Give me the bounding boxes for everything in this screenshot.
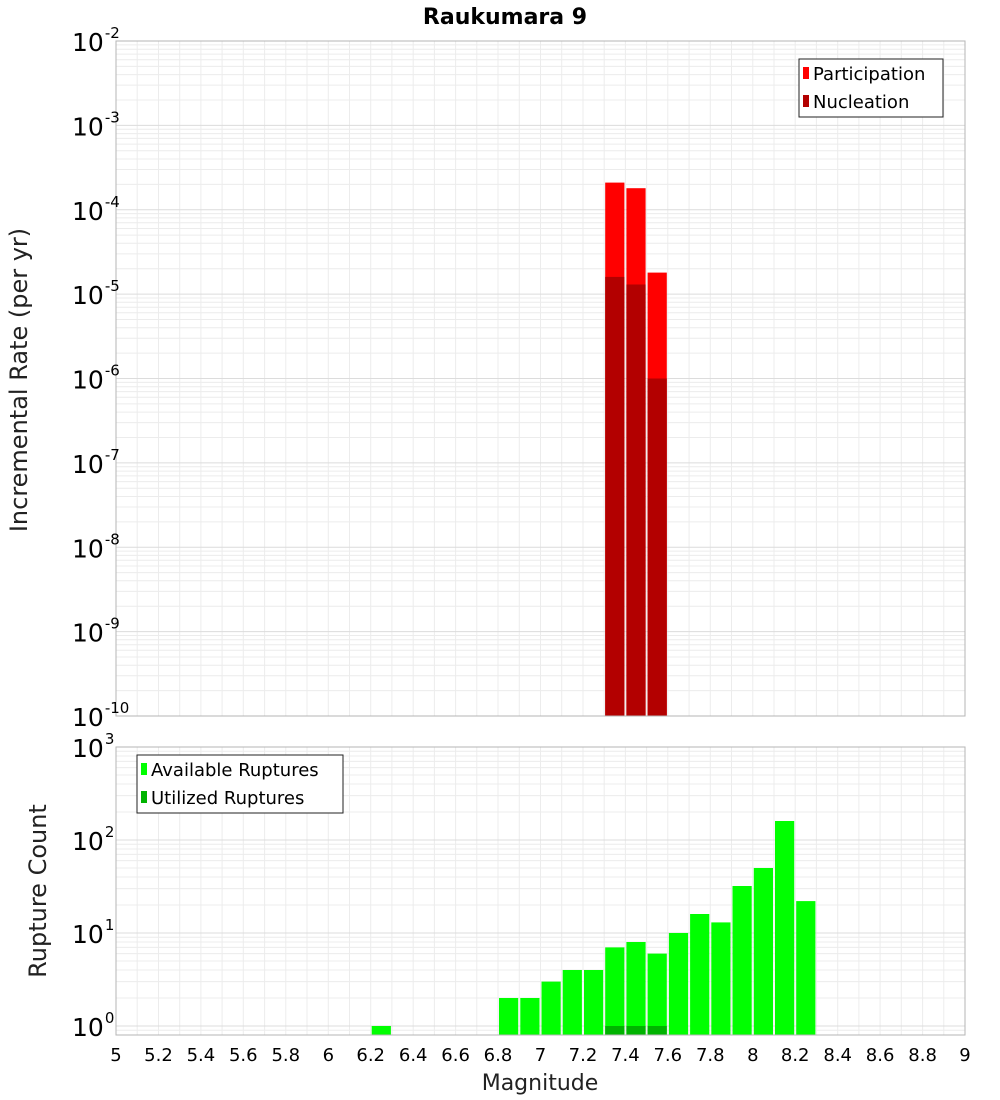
x-tick-label: 7.2 xyxy=(569,1045,598,1066)
bar-available-ruptures xyxy=(647,953,667,1035)
bar-available-ruptures xyxy=(690,914,710,1035)
x-tick-label: 5 xyxy=(110,1045,121,1066)
legend-label: Participation xyxy=(813,64,925,85)
bar-available-ruptures xyxy=(541,981,561,1035)
y-tick-label: 10-4 xyxy=(72,193,120,226)
top-y-ticks: 10-10 10-9 10-8 10-7 10-6 10-5 10-4 10-3 10-2 xyxy=(72,24,129,732)
x-tick-label: 6 xyxy=(323,1045,334,1066)
legend-swatch xyxy=(803,95,809,107)
bar-available-ruptures xyxy=(775,821,795,1035)
bar-available-ruptures xyxy=(584,970,604,1035)
bar-nucleation xyxy=(605,276,625,716)
top-plot-grid xyxy=(116,41,965,716)
x-tick-label: 9 xyxy=(959,1045,970,1066)
x-tick-label: 6.2 xyxy=(356,1045,385,1066)
legend-swatch xyxy=(803,67,809,79)
chart-title: Raukumara 9 xyxy=(423,5,587,30)
x-tick-label: 7 xyxy=(535,1045,546,1066)
y-tick-label: 10-10 xyxy=(72,699,129,732)
bottom-plot-grid xyxy=(116,747,965,1035)
x-tick-label: 5.2 xyxy=(144,1045,173,1066)
x-tick-label: 7.4 xyxy=(611,1045,640,1066)
y-tick-label: 100 xyxy=(72,1009,114,1042)
x-tick-label: 5.4 xyxy=(187,1045,216,1066)
bottom-plot-bars xyxy=(371,821,816,1035)
x-tick-label: 8.8 xyxy=(908,1045,937,1066)
legend-frame xyxy=(798,58,944,118)
legend-label: Available Ruptures xyxy=(151,760,319,781)
bottom-y-ticks: 100 101 102 103 xyxy=(72,730,114,1042)
bar-available-ruptures xyxy=(626,942,646,1035)
bar-utilized-ruptures xyxy=(605,1026,625,1035)
x-tick-label: 6.4 xyxy=(399,1045,428,1066)
x-tick-label: 7.6 xyxy=(653,1045,682,1066)
x-tick-label: 5.6 xyxy=(229,1045,258,1066)
y-tick-label: 10-5 xyxy=(72,277,120,310)
x-tick-label: 6.8 xyxy=(484,1045,513,1066)
bottom-y-axis-label: Rupture Count xyxy=(24,804,52,978)
x-tick-label: 8.6 xyxy=(866,1045,895,1066)
y-tick-label: 103 xyxy=(72,730,114,763)
bar-available-ruptures xyxy=(371,1026,391,1035)
bar-available-ruptures xyxy=(562,970,582,1035)
legend-label: Nucleation xyxy=(813,92,909,113)
bar-nucleation xyxy=(626,284,646,716)
x-axis-label: Magnitude xyxy=(482,1071,599,1096)
legend-frame xyxy=(136,754,344,814)
bar-available-ruptures xyxy=(520,998,540,1035)
x-tick-label: 8.4 xyxy=(823,1045,852,1066)
legend-label: Utilized Ruptures xyxy=(151,788,304,809)
x-tick-label: 8 xyxy=(747,1045,758,1066)
x-tick-label: 8.2 xyxy=(781,1045,810,1066)
top-plot-frame xyxy=(115,40,966,717)
bar-available-ruptures xyxy=(753,868,773,1035)
y-tick-label: 10-3 xyxy=(72,108,120,141)
bottom-plot-frame xyxy=(115,746,966,1036)
bottom-legend: Available Ruptures Utilized Ruptures xyxy=(136,754,344,814)
bar-nucleation xyxy=(647,378,667,716)
bar-available-ruptures xyxy=(732,886,752,1035)
x-ticks: 5 5.2 5.4 5.6 5.8 6 6.2 6.4 6.6 6.8 7 7.2 7.4 7.6 7.8 8… xyxy=(110,1045,970,1066)
y-tick-label: 10-2 xyxy=(72,24,120,57)
bar-utilized-ruptures xyxy=(647,1026,667,1035)
bar-available-ruptures xyxy=(711,922,731,1035)
top-legend: Participation Nucleation xyxy=(798,58,944,118)
bar-available-ruptures xyxy=(499,998,519,1035)
top-plot-bars xyxy=(605,182,667,717)
y-tick-label: 101 xyxy=(72,916,114,949)
y-tick-label: 10-9 xyxy=(72,615,120,648)
y-tick-label: 10-8 xyxy=(72,530,120,563)
legend-swatch xyxy=(141,763,147,775)
y-tick-label: 10-7 xyxy=(72,446,120,479)
bar-available-ruptures xyxy=(605,947,625,1035)
bar-available-ruptures xyxy=(668,933,689,1035)
x-tick-label: 6.6 xyxy=(441,1045,470,1066)
legend-swatch xyxy=(141,791,147,803)
bar-available-ruptures xyxy=(796,901,816,1035)
x-tick-label: 5.8 xyxy=(271,1045,300,1066)
top-y-axis-label: Incremental Rate (per yr) xyxy=(5,228,33,532)
y-tick-label: 10-6 xyxy=(72,362,120,395)
bar-utilized-ruptures xyxy=(626,1026,646,1035)
x-tick-label: 7.8 xyxy=(696,1045,725,1066)
y-tick-label: 102 xyxy=(72,823,114,856)
